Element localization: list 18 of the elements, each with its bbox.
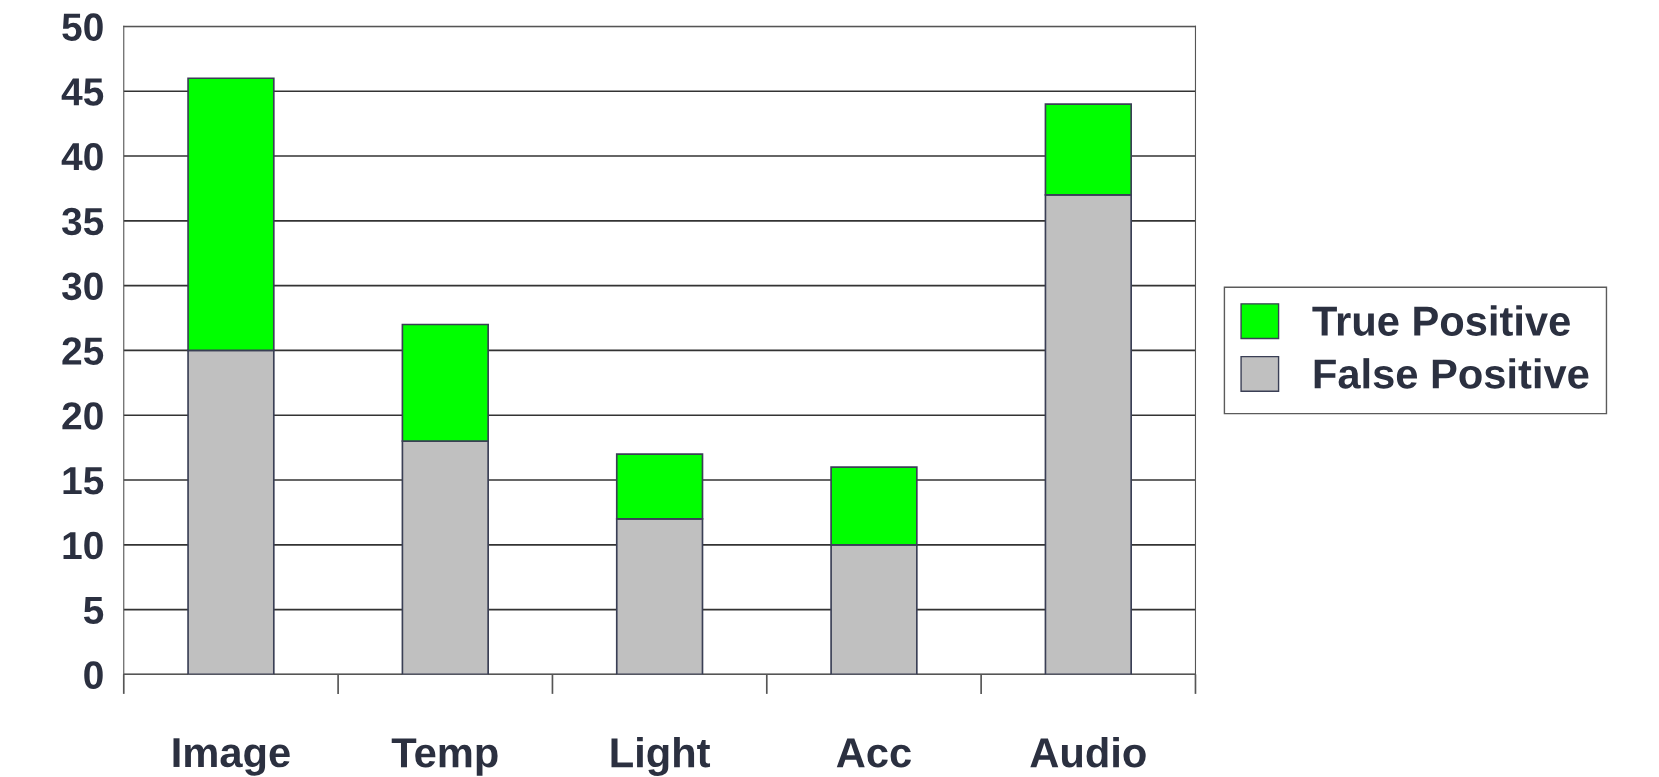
legend-label: True Positive xyxy=(1312,305,1570,336)
y-tick-label: 45 xyxy=(61,78,104,106)
y-tick-label: 15 xyxy=(63,467,104,495)
y-tick-label: 25 xyxy=(62,337,104,365)
y-tick-label: 50 xyxy=(62,13,103,41)
y-tick-label: 0 xyxy=(84,661,103,689)
y-tick-label: 40 xyxy=(61,142,103,171)
y-tick-label: 35 xyxy=(61,207,104,236)
y-tick-label: 30 xyxy=(61,272,103,301)
y-tick-label: 5 xyxy=(83,596,104,625)
x-tick-label: Acc xyxy=(836,738,911,768)
x-tick-label: Light xyxy=(611,736,711,776)
x-tick-label: Temp xyxy=(391,738,498,776)
y-tick-label: 10 xyxy=(63,531,103,560)
x-tick-label: Image xyxy=(173,738,290,776)
x-tick-label: Audio xyxy=(1030,736,1146,768)
y-tick-label: 20 xyxy=(62,402,103,430)
legend-label: False Positive xyxy=(1314,358,1589,389)
